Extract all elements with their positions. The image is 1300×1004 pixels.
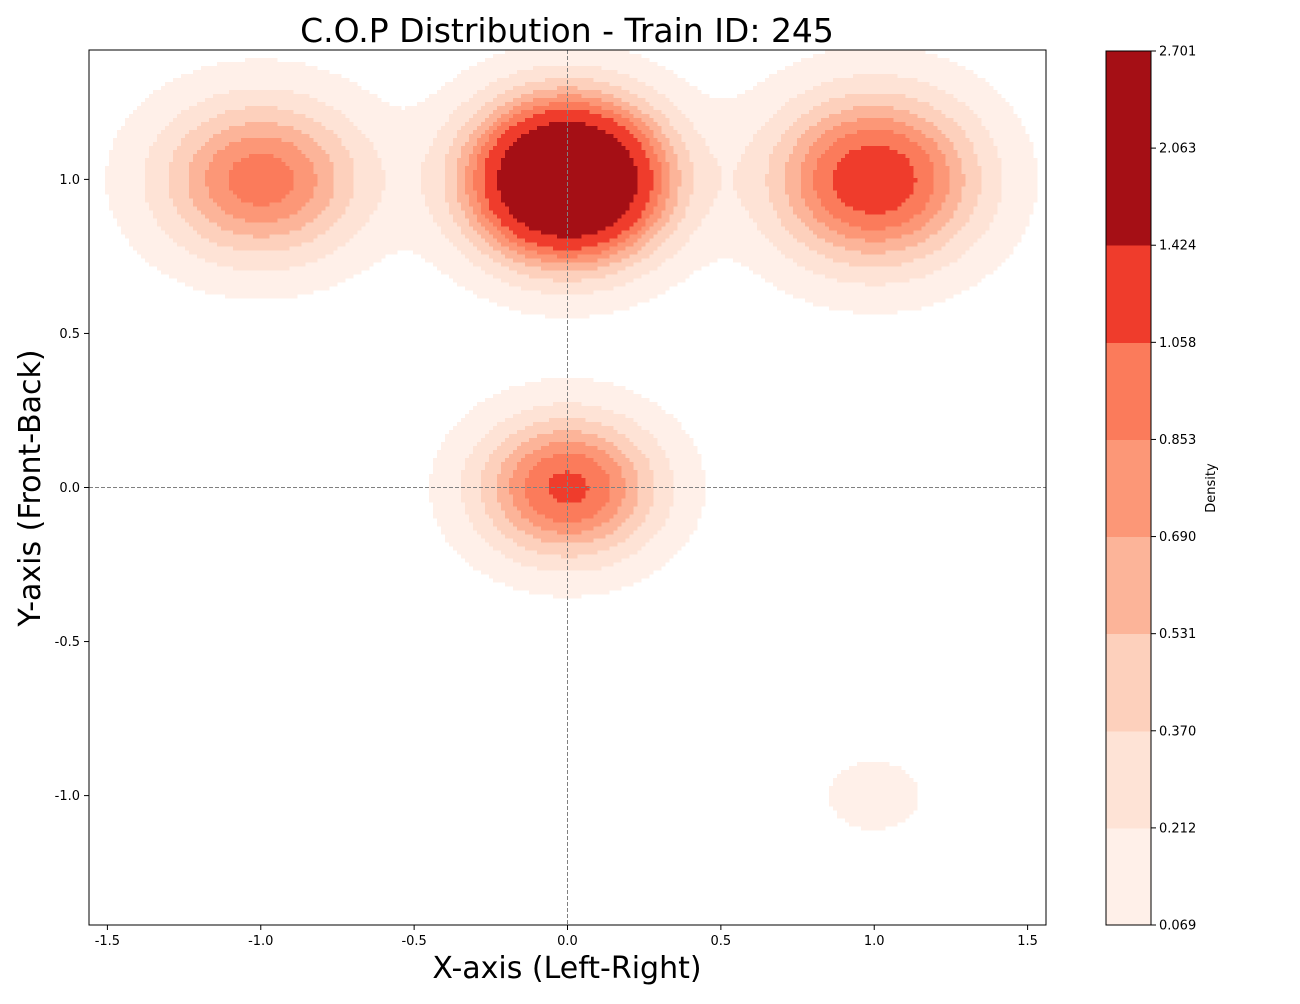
x-axis-label: X-axis (Left-Right) (432, 951, 701, 986)
colorbar-segment (1106, 536, 1151, 635)
y-tick-label: -0.5 (55, 635, 80, 650)
y-tick-label: 0.0 (59, 481, 80, 496)
y-tick-label: 1.0 (59, 173, 80, 188)
colorbar-tick-label: 0.370 (1159, 724, 1196, 739)
x-tick-label: 0.0 (557, 934, 578, 949)
colorbar-tick-label: 0.212 (1159, 821, 1196, 836)
colorbar-tick-label: 1.424 (1159, 239, 1196, 254)
colorbar-segment (1106, 245, 1151, 343)
colorbar-tick-label: 0.690 (1159, 530, 1196, 545)
colorbar: 0.069 0.212 0.370 0.531 0.690 0.853 1.058 1.424… (1105, 45, 1196, 934)
x-tick-label: 1.0 (864, 934, 885, 949)
axes: -1.5 -1.0 -0.5 0.0 0.5 1.0 1.5 -1.0 -0.5 0.0 0.5 1.… (55, 49, 1047, 949)
contour-band (145, 66, 1002, 571)
colorbar-segment (1106, 439, 1151, 538)
colorbar-segment (1106, 633, 1151, 732)
colorbar-tick-label: 0.853 (1159, 433, 1196, 448)
x-tick-label: -1.0 (248, 934, 273, 949)
x-tick-label: 0.5 (711, 934, 732, 949)
colorbar-segment (1106, 148, 1151, 246)
y-tick-label: 0.5 (59, 327, 80, 342)
colorbar-tick-label: 0.069 (1159, 919, 1196, 934)
x-tick-label: -0.5 (401, 934, 426, 949)
contour-band (169, 78, 982, 559)
y-tick-label: -1.0 (55, 789, 80, 804)
colorbar-segment (1106, 51, 1151, 149)
x-tick-label: 1.5 (1017, 934, 1038, 949)
y-axis-label: Y-axis (Front-Back) (13, 349, 48, 627)
contour-band (229, 102, 934, 523)
colorbar-tick-label: 1.058 (1159, 336, 1196, 351)
colorbar-tick-label: 2.701 (1159, 45, 1196, 60)
colorbar-segment (1106, 342, 1151, 440)
colorbar-frame (1105, 50, 1152, 926)
colorbar-segment (1106, 730, 1151, 829)
colorbar-tick-label: 2.063 (1159, 142, 1196, 157)
colorbar-tick-label: 0.531 (1159, 627, 1196, 642)
colorbar-segment (1106, 827, 1151, 926)
contour-band (205, 94, 950, 535)
chart-title: C.O.P Distribution - Train ID: 245 (300, 11, 834, 50)
x-tick-label: -1.5 (95, 934, 120, 949)
colorbar-label: Density (1204, 463, 1219, 513)
